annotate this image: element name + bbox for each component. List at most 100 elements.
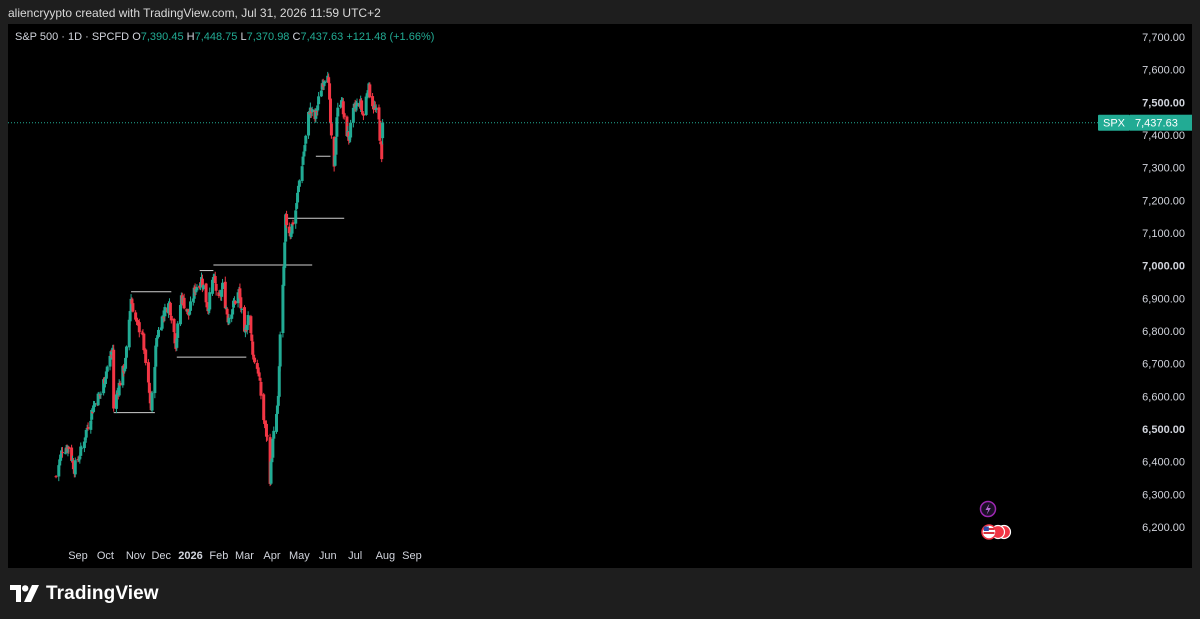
candle-body <box>329 123 333 136</box>
candle <box>278 331 282 372</box>
candle <box>236 290 240 308</box>
x-tick-label: 2026 <box>178 550 202 562</box>
y-tick-label: 6,400.00 <box>1142 457 1185 469</box>
candle <box>57 464 61 482</box>
candle-body <box>54 476 58 478</box>
candle <box>103 377 107 388</box>
candlestick-chart[interactable]: SPX 7,437.63 6,200.00 6,300.00 6,400.00 6,50… <box>8 24 1192 568</box>
candle <box>137 318 141 338</box>
candle <box>374 104 378 113</box>
candle-body <box>118 382 122 386</box>
price-tag-value: 7,437.63 <box>1135 118 1178 130</box>
candle <box>314 108 318 123</box>
candle-body <box>176 323 180 338</box>
candle-body <box>59 454 63 461</box>
candle <box>253 356 257 364</box>
candle-body <box>208 292 212 310</box>
candle <box>361 112 365 121</box>
candle <box>317 92 321 109</box>
candle <box>60 446 64 458</box>
candle-body <box>316 105 320 111</box>
candle <box>176 321 180 342</box>
candle <box>128 310 132 326</box>
close-label: C <box>292 31 301 43</box>
candle-body <box>278 334 282 367</box>
candle <box>378 119 382 142</box>
candle-body <box>232 300 236 308</box>
y-tick-label: 7,500.00 <box>1142 97 1185 109</box>
candle-body <box>129 298 133 311</box>
y-tick-label: 6,300.00 <box>1142 489 1185 501</box>
candle <box>71 458 75 471</box>
candle-body <box>73 460 77 475</box>
candle-body <box>291 222 295 225</box>
candle <box>90 408 94 425</box>
candle-body <box>328 98 332 124</box>
candle <box>89 417 93 434</box>
candle <box>323 80 327 87</box>
candle-body <box>77 459 81 461</box>
candle-body <box>109 354 113 356</box>
candle <box>134 310 138 322</box>
candle-body <box>315 111 319 113</box>
chart-panel[interactable]: SPX 7,437.63 6,200.00 6,300.00 6,400.00 6,50… <box>8 24 1192 568</box>
price-tag-symbol: SPX <box>1103 118 1126 130</box>
candle <box>304 134 308 148</box>
candle-body <box>189 301 193 311</box>
candle <box>223 276 227 310</box>
candle <box>334 133 338 159</box>
candle-body <box>336 107 340 117</box>
candle-body <box>272 430 276 439</box>
candle <box>294 208 298 229</box>
candle-body <box>220 289 224 297</box>
candle-body <box>124 357 128 369</box>
candle-body <box>156 337 160 339</box>
candle-body <box>160 316 164 329</box>
candle-body <box>168 302 172 316</box>
y-tick-label: 7,000.00 <box>1142 261 1185 273</box>
candle-body <box>310 109 314 112</box>
symbol-title[interactable]: S&P 500 · 1D · SPCFD <box>15 31 130 43</box>
candle-body <box>339 104 343 107</box>
candle-body <box>262 394 266 421</box>
candle <box>82 437 86 453</box>
candle-body <box>255 363 259 369</box>
candle <box>310 106 314 117</box>
candle-body <box>136 321 140 323</box>
candle-body <box>227 317 231 324</box>
candle <box>124 345 128 360</box>
tradingview-logo: TradingView <box>10 581 159 607</box>
event-icons <box>979 500 1012 540</box>
x-tick-label: Sep <box>402 550 422 562</box>
time-axis[interactable]: Sep Oct Nov Dec 2026 Feb Mar Apr May Jun Jul Aug Sep <box>68 550 421 562</box>
candle-body <box>167 303 171 313</box>
candle <box>189 296 193 313</box>
candle <box>377 104 381 123</box>
low-label: L <box>240 31 247 43</box>
candle <box>150 390 154 413</box>
candle <box>169 312 173 324</box>
candle-body <box>340 99 344 101</box>
candle-body <box>334 137 338 155</box>
candle-body <box>270 458 274 463</box>
candle-body <box>322 82 326 86</box>
candle-body <box>192 287 196 299</box>
x-tick-label: Jun <box>319 550 337 562</box>
candle-body <box>140 332 144 334</box>
candle <box>86 422 90 431</box>
candle-body <box>289 232 293 238</box>
candle-body <box>300 166 304 181</box>
candle <box>303 142 307 153</box>
y-tick-label: 6,500.00 <box>1142 424 1185 436</box>
candle-body <box>361 111 365 113</box>
candle <box>92 401 96 410</box>
candle <box>214 281 218 296</box>
candle-body <box>182 297 186 309</box>
candle-body <box>188 311 192 315</box>
candle <box>307 111 311 139</box>
candle <box>227 313 231 326</box>
price-axis[interactable]: 6,200.00 6,300.00 6,400.00 6,500.00 6,600.00… <box>1142 32 1185 534</box>
candle <box>316 102 320 116</box>
candle-body <box>282 266 286 286</box>
candle <box>80 445 84 451</box>
